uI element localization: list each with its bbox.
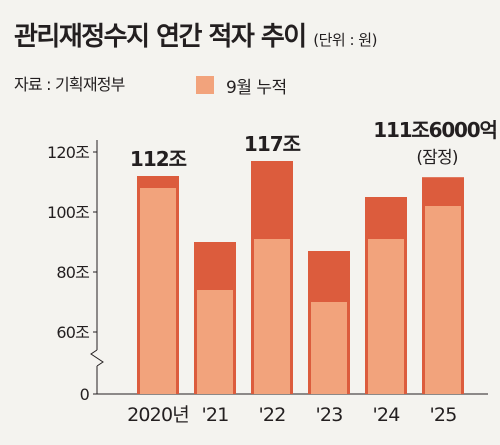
chart-title: 관리재정수지 연간 적자 추이 (단위 : 원) — [14, 16, 377, 53]
value-label: 112조 — [130, 147, 187, 171]
value-note: (잠정) — [416, 148, 458, 168]
x-tick-label: '23 — [316, 404, 343, 426]
value-label: 111조6000억 — [373, 118, 496, 142]
x-tick-label: '25 — [430, 404, 457, 426]
bar-sep — [140, 188, 176, 394]
y-tick-label: 60조 — [56, 323, 89, 342]
bar-sep — [254, 239, 290, 394]
y-tick-label: 120조 — [47, 143, 89, 162]
legend-label: 9월 누적 — [226, 78, 287, 98]
title-text: 관리재정수지 연간 적자 추이 — [14, 22, 307, 52]
axis-break-mark — [90, 349, 104, 367]
bar-sep — [368, 239, 404, 394]
x-tick-label: '21 — [202, 404, 229, 426]
y-tick-label: 80조 — [56, 263, 89, 282]
legend-swatch — [196, 76, 214, 94]
value-label: 117조 — [244, 132, 301, 156]
bar-sep — [311, 302, 347, 394]
bar-sep — [425, 206, 461, 394]
x-tick-label: '24 — [373, 404, 401, 426]
x-tick-label: 2020년 — [127, 404, 189, 426]
x-tick-label: '22 — [259, 404, 286, 426]
y-tick-label: 0 — [80, 385, 90, 404]
unit-label: (단위 : 원) — [313, 31, 377, 49]
bar-sep — [197, 290, 233, 394]
source-label: 자료 : 기획재정부 — [14, 75, 125, 94]
y-tick-label: 100조 — [47, 203, 89, 222]
